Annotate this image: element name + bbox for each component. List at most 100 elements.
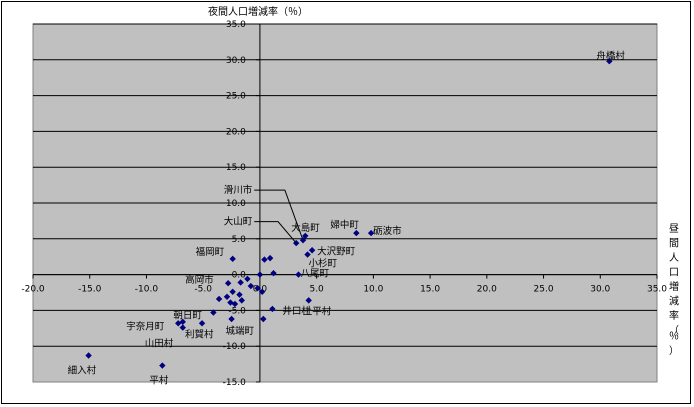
data-point (254, 285, 261, 292)
data-point (260, 315, 267, 323)
data-point (261, 256, 268, 263)
data-point (229, 288, 236, 295)
data-points (85, 58, 613, 369)
y-tick-label: -10.0 (223, 342, 247, 352)
x-tick-label: 15.0 (420, 285, 440, 295)
data-point (210, 309, 217, 316)
leader-line (254, 189, 304, 241)
data-point (228, 315, 235, 323)
x-tick-label: 30.0 (590, 285, 610, 295)
data-point (179, 324, 186, 331)
x-tick-label: -15.0 (78, 285, 102, 295)
point-label: 朝日町 (173, 311, 202, 322)
x-axis-title-char: 間 (669, 238, 679, 250)
point-label: 大山町 (224, 216, 253, 228)
data-point (238, 297, 245, 304)
point-label: 城端町 (226, 325, 255, 337)
data-point (237, 279, 244, 286)
y-tick-label: 25.0 (226, 92, 246, 102)
data-point (606, 58, 613, 65)
data-point (247, 282, 255, 290)
axes (32, 23, 658, 383)
data-point (244, 275, 251, 283)
point-label: 大島町 (291, 222, 320, 234)
point-label: 小杉町 (309, 258, 338, 270)
y-tick-label: 35.0 (226, 20, 246, 30)
data-point (302, 232, 309, 240)
x-tick-labels: -20.0 -15.0 -10.0 -5.0 0.0 5.0 10.0 15.0 20.0 25.… (21, 285, 667, 295)
x-axis-title-char: ％ (669, 332, 679, 343)
point-label: 福岡町 (196, 246, 225, 258)
y-tick-label: 10.0 (226, 199, 246, 209)
x-axis-title-char: 減 (669, 295, 679, 308)
x-tick-label: 20.0 (477, 285, 497, 295)
point-label: 八尾町 (300, 269, 329, 280)
x-tick-label: 10.0 (363, 285, 383, 295)
x-tick-label: 25.0 (534, 285, 554, 295)
data-point (293, 239, 300, 247)
point-label: 平村 (149, 375, 169, 387)
data-point (223, 293, 231, 300)
x-tick-label: 5.0 (309, 285, 324, 295)
point-label: 井口村 (282, 305, 311, 317)
x-axis-title-char: 口 (669, 268, 679, 279)
data-point (295, 271, 302, 278)
x-axis-title-char: 率 (669, 309, 679, 322)
data-point (159, 362, 166, 369)
point-label: 砺波市 (373, 225, 402, 237)
data-point (85, 352, 92, 359)
data-point (224, 279, 232, 287)
x-axis-title-char: 増 (669, 280, 679, 293)
y-tick-label: -15.0 (223, 378, 247, 388)
point-label: 利賀村 (185, 328, 214, 340)
data-point (269, 305, 276, 313)
y-tick-label: 0.0 (232, 271, 247, 281)
data-point (353, 229, 360, 237)
point-label: 宇奈月町 (126, 320, 165, 332)
leader-line (254, 221, 297, 244)
data-point (229, 255, 236, 263)
data-point (258, 288, 266, 295)
data-point (305, 297, 312, 304)
x-axis-title-char: ） (669, 345, 679, 357)
point-label: 細入村 (68, 365, 97, 377)
data-point (266, 254, 274, 262)
point-label: 山田村 (145, 338, 174, 350)
data-point (256, 271, 264, 278)
point-label: 舟橋村 (596, 50, 625, 62)
x-axis-title-char: 人 (669, 252, 679, 264)
data-point (215, 295, 223, 303)
y-axis-title: 夜間人口増減率（％） (208, 5, 308, 18)
x-tick-label: -20.0 (21, 285, 45, 295)
x-tick-label: 0.0 (253, 285, 268, 295)
data-point (304, 251, 311, 258)
point-label: 大沢野町 (317, 245, 356, 257)
y-tick-label: 5.0 (232, 235, 247, 245)
data-point (179, 318, 186, 326)
data-point (227, 299, 234, 306)
data-point (270, 269, 277, 277)
point-label: 高岡市 (185, 274, 214, 286)
x-tick-label: -10.0 (135, 285, 159, 295)
data-point (299, 237, 307, 244)
data-point (236, 291, 243, 298)
x-axis-title-char: （ (669, 325, 679, 337)
x-tick-label: -5.0 (194, 285, 212, 295)
point-label: 滑川市 (224, 184, 253, 196)
x-tick-label: 35.0 (647, 285, 667, 295)
data-point (198, 320, 206, 327)
leader-lines (254, 189, 304, 244)
y-tick-label: 20.0 (226, 127, 246, 137)
y-tick-label: 30.0 (226, 56, 246, 66)
point-label: 上平村 (303, 305, 332, 317)
y-tick-label: 15.0 (226, 163, 246, 173)
x-axis-title-char: 昼 (669, 223, 679, 235)
data-point (308, 247, 316, 254)
y-tick-label: -5.0 (228, 306, 246, 316)
data-point (367, 229, 375, 237)
y-tick-labels: 35.0 30.0 25.0 20.0 15.0 10.0 5.0 0.0 -5.0 -10.0 -… (223, 20, 247, 388)
point-label: 婦中町 (330, 219, 359, 231)
